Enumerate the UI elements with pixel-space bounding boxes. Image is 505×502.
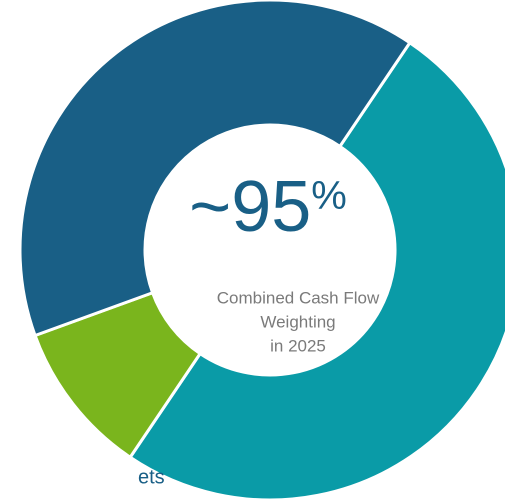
center-caption: in 2025 (270, 336, 326, 355)
donut-segment (18, 0, 412, 338)
center-number: ~95 (189, 167, 311, 247)
center-value: ~95% (189, 167, 347, 247)
legend-label: ets (138, 466, 165, 488)
donut-segment (128, 40, 505, 502)
center-caption: Combined Cash Flow (217, 288, 380, 307)
donut (18, 0, 505, 502)
center-caption: Weighting (260, 312, 335, 331)
center-unit: % (311, 174, 347, 218)
